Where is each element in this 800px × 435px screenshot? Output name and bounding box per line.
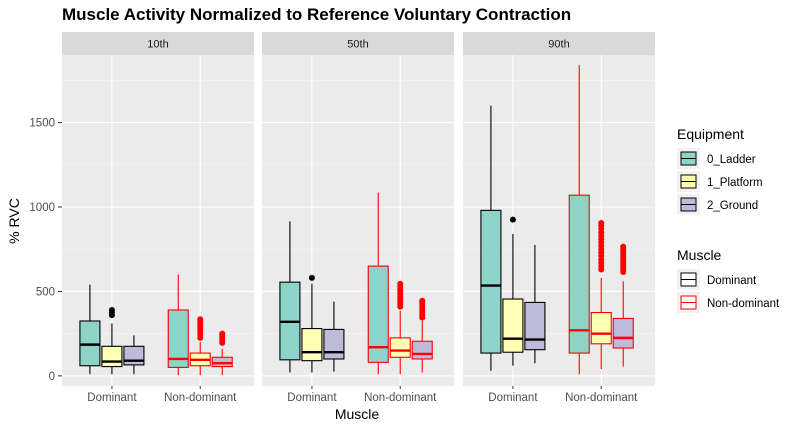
box-non-dominant-0_ladder — [568, 65, 590, 375]
box-iqr — [123, 345, 145, 366]
legend-equipment-keys: 0_Ladder 1_Platform 2_Ground — [677, 148, 763, 215]
facet-strip-label: 90th — [548, 39, 569, 51]
box-iqr — [568, 194, 590, 354]
box-iqr — [389, 337, 411, 358]
facet-strip — [463, 32, 655, 55]
facet-strip-label: 50th — [347, 39, 368, 51]
box-iqr — [301, 328, 323, 362]
x-tick-label: Non-dominant — [565, 392, 638, 404]
box-iqr — [101, 345, 123, 368]
box-iqr — [211, 356, 233, 368]
box-dominant-0_ladder — [79, 284, 101, 375]
outlier-point — [620, 243, 627, 250]
box-iqr — [590, 311, 612, 345]
legend-label-2_ground: 2_Ground — [707, 200, 758, 212]
outlier-point — [598, 220, 605, 227]
box-dominant-1_platform — [502, 216, 524, 366]
x-tick-label: Dominant — [488, 392, 538, 404]
box-non-dominant-1_platform — [389, 280, 411, 375]
box-dominant-1_platform — [101, 307, 123, 375]
outlier-point — [108, 307, 115, 314]
box-iqr — [367, 265, 389, 363]
box-dominant-0_ladder — [480, 105, 502, 371]
x-tick-label: Dominant — [87, 392, 137, 404]
x-tick-label: Non-dominant — [364, 392, 437, 404]
y-tick-label: 0 — [49, 371, 55, 383]
legend-label-1_platform: 1_Platform — [707, 177, 763, 189]
box-non-dominant-0_ladder — [167, 274, 189, 376]
box-non-dominant-1_platform — [590, 220, 612, 370]
box-dominant-2_ground — [524, 244, 546, 364]
y-tick-label: 1500 — [29, 118, 55, 130]
box-non-dominant-2_ground — [411, 297, 433, 373]
box-iqr — [411, 340, 433, 360]
legend-label-0_ladder: 0_Ladder — [707, 154, 756, 166]
legend-title-equipment: Equipment — [677, 126, 744, 142]
outlier-point — [397, 280, 404, 287]
box-iqr — [167, 309, 189, 368]
facet-panels: 10th Dominant Non-dominant 50th Dominant Non-… — [62, 32, 655, 404]
chart-title: Muscle Activity Normalized to Reference … — [62, 5, 571, 24]
outlier-point — [219, 330, 226, 337]
box-dominant-2_ground — [123, 335, 145, 375]
outlier-point — [419, 297, 426, 304]
box-iqr — [480, 209, 502, 354]
box-non-dominant-2_ground — [211, 330, 233, 376]
legend-muscle-keys: Dominant Non-dominant — [677, 269, 780, 313]
box-iqr — [323, 328, 345, 360]
box-dominant-0_ladder — [279, 221, 301, 373]
legend: Equipment 0_Ladder 1_Platform 2_Ground Mus… — [677, 126, 780, 313]
panel-50th: 50th Dominant Non-dominant — [262, 32, 454, 404]
facet-strip — [62, 32, 254, 55]
y-axis: 0 500 1000 1500 — [29, 118, 62, 383]
legend-title-muscle: Muscle — [677, 247, 722, 263]
outlier-point — [308, 274, 315, 281]
y-tick-label: 1000 — [29, 202, 55, 214]
box-dominant-2_ground — [323, 301, 345, 372]
y-axis-label: % RVC — [6, 198, 22, 244]
panel-10th: 10th Dominant Non-dominant — [62, 32, 254, 404]
box-dominant-1_platform — [301, 274, 323, 373]
box-non-dominant-1_platform — [189, 316, 211, 376]
box-iqr — [502, 298, 524, 353]
box-non-dominant-0_ladder — [367, 192, 389, 375]
outlier-point — [509, 216, 516, 223]
facet-strip-label: 10th — [147, 39, 168, 51]
panel-90th: 90th Dominant Non-dominant — [463, 32, 655, 404]
x-tick-label: Dominant — [287, 392, 337, 404]
facet-strip — [262, 32, 454, 55]
x-axis-label: Muscle — [335, 406, 380, 422]
x-tick-label: Non-dominant — [164, 392, 237, 404]
box-iqr — [79, 320, 101, 367]
legend-label-non-dominant: Non-dominant — [707, 298, 780, 310]
legend-label-dominant: Dominant — [707, 275, 757, 287]
box-iqr — [524, 301, 546, 351]
box-non-dominant-2_ground — [612, 243, 634, 367]
y-tick-label: 500 — [36, 286, 55, 298]
box-iqr — [612, 317, 634, 349]
outlier-point — [197, 316, 204, 323]
